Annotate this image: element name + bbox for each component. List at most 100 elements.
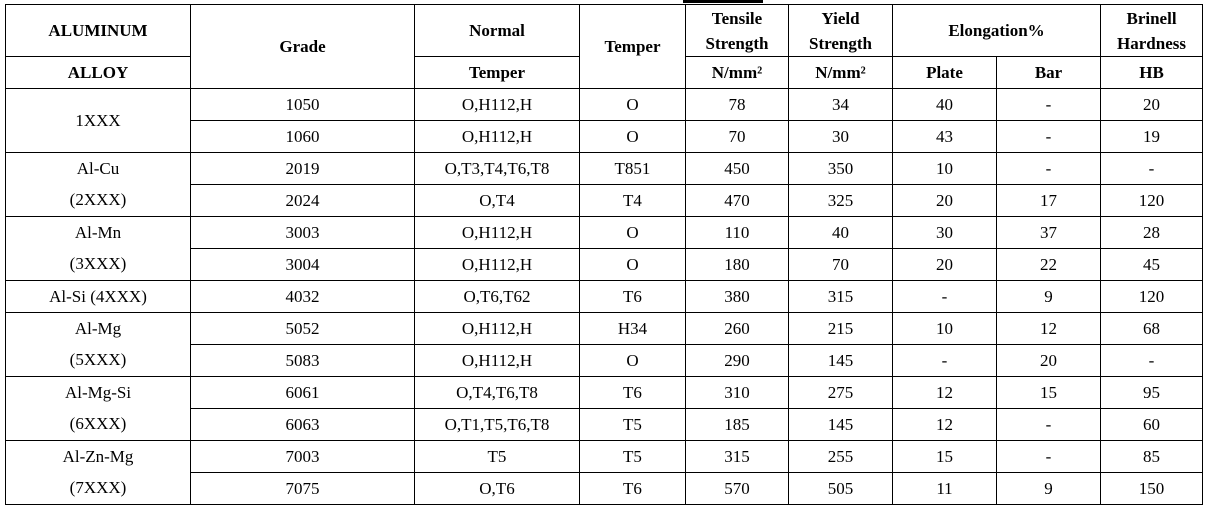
cell-hb: 20 xyxy=(1100,88,1204,121)
alloy-group-label: Al-Si (4XXX) xyxy=(5,280,191,313)
table-row: Al-Si (4XXX) 4032 O,T6,T62 T6 380 315-9 120 xyxy=(5,280,1204,313)
cell-hb: 120 xyxy=(1100,280,1204,313)
cell-yield: 325 xyxy=(788,184,893,217)
cell-tensile: 185 xyxy=(685,408,789,441)
table-row: (6XXX) 6063 O,T1,T5,T6,T8 T5 185 145 12-60 xyxy=(5,408,1204,441)
alloy-group-label: Al-Mg-Si xyxy=(5,376,191,409)
cell-plate: 43 xyxy=(892,120,997,153)
alloy-group-label: Al-Mg xyxy=(5,312,191,345)
cell-plate: 11 xyxy=(892,472,997,505)
cell-tensile: 290 xyxy=(685,344,789,377)
header-tensile-unit: N/mm² xyxy=(685,56,789,89)
cell-yield: 70 xyxy=(788,248,893,281)
alloy-group-series: (2XXX) xyxy=(5,184,191,217)
cell-temper: H34 xyxy=(579,312,686,345)
table-row: (7XXX) 7075 O,T6 T6 570 505 11 9 150 xyxy=(5,472,1204,505)
cell-bar: - xyxy=(995,152,1102,185)
cell-grade: 6063 xyxy=(190,408,415,441)
cell-hb: 95 xyxy=(1100,376,1204,409)
alloy-group-label: Al-Cu xyxy=(5,152,191,185)
cell-yield: 315 xyxy=(788,280,893,313)
cell-bar: 37 xyxy=(995,216,1102,249)
cell-yield: 255 xyxy=(788,440,893,473)
cell-hb: 68 xyxy=(1100,312,1204,345)
header-yield-line1: Yield xyxy=(821,8,860,28)
cell-hb: - xyxy=(1100,152,1204,185)
cell-grade: 1060 xyxy=(190,120,415,153)
alloy-properties-table: ALUMINUM Grade Normal Temper Tensile Str… xyxy=(5,4,1204,505)
cell-normal: O,T4,T6,T8 xyxy=(414,376,580,409)
cell-normal: O,H112,H xyxy=(414,216,580,249)
cell-grade: 3003 xyxy=(190,216,415,249)
cell-bar: 17 xyxy=(995,184,1102,217)
cell-temper: T4 xyxy=(579,184,686,217)
header-alloy-bottom: ALLOY xyxy=(5,56,191,89)
cell-yield: 145 xyxy=(788,344,893,377)
header-brinell: Brinell Hardness xyxy=(1100,4,1204,57)
cell-temper: O xyxy=(579,88,686,121)
cell-temper: T6 xyxy=(579,280,686,313)
cell-bar: - xyxy=(995,408,1102,441)
cell-normal: O,H112,H xyxy=(414,312,580,345)
cell-plate: - xyxy=(892,344,997,377)
table-row: Al-Cu 2019 O,T3,T4,T6,T8 T851 450 350 10- - xyxy=(5,152,1204,185)
cell-normal: O,H112,H xyxy=(414,88,580,121)
table-row: (2XXX) 2024 O,T4 T4 470 325 20 17 120 xyxy=(5,184,1204,217)
cell-tensile: 180 xyxy=(685,248,789,281)
header-tensile-line1: Tensile xyxy=(711,8,763,28)
cell-yield: 505 xyxy=(788,472,893,505)
cell-plate: 10 xyxy=(892,312,997,345)
cell-plate: 20 xyxy=(892,248,997,281)
cell-hb: 85 xyxy=(1100,440,1204,473)
cell-bar: 9 xyxy=(995,472,1102,505)
alloy-group-series: (5XXX) xyxy=(5,344,191,377)
cell-grade: 3004 xyxy=(190,248,415,281)
cell-plate: 40 xyxy=(892,88,997,121)
table-row: 1XXX 1050 O,H112,H O 78 34 40-20 xyxy=(5,88,1204,153)
cell-grade: 6061 xyxy=(190,376,415,409)
cell-normal: O,H112,H xyxy=(414,248,580,281)
cell-temper: T5 xyxy=(579,440,686,473)
alloy-group-label: Al-Mn xyxy=(5,216,191,249)
header-yield-line2: Strength xyxy=(809,33,872,53)
cell-plate: 15 xyxy=(892,440,997,473)
alloy-group-series: (6XXX) xyxy=(5,408,191,441)
alloy-properties-table-wrapper: ALUMINUM Grade Normal Temper Tensile Str… xyxy=(5,4,1204,505)
cell-yield: 215 xyxy=(788,312,893,345)
header-bar: Bar xyxy=(995,56,1102,89)
table-row: (3XXX) 3004 O,H112,H O 180 70 20 22 45 xyxy=(5,248,1204,281)
cell-normal: O,T4 xyxy=(414,184,580,217)
header-elongation: Elongation% xyxy=(891,4,1102,57)
cell-temper: O xyxy=(579,344,686,377)
cell-yield: 40 xyxy=(788,216,893,249)
alloy-group-label: 1XXX xyxy=(5,88,191,153)
table-row: Al-Zn-Mg 7003 T5 T5 315 255 15-85 xyxy=(5,440,1204,473)
cell-hb: 150 xyxy=(1100,472,1204,505)
cell-temper: T851 xyxy=(579,152,686,185)
header-normal-bottom: Temper xyxy=(414,56,580,89)
cell-normal: T5 xyxy=(414,440,580,473)
alloy-group-series: (7XXX) xyxy=(5,472,191,505)
cell-bar: 15 xyxy=(995,376,1102,409)
table-row: Al-Mn 3003 O,H112,H O 110 40 30 37 28 xyxy=(5,216,1204,249)
header-brinell-line1: Brinell xyxy=(1126,8,1177,28)
cell-hb: 45 xyxy=(1100,248,1204,281)
cell-bar: - xyxy=(995,88,1102,121)
cell-tensile: 380 xyxy=(685,280,789,313)
cell-plate: 20 xyxy=(892,184,997,217)
cell-plate: 10 xyxy=(892,152,997,185)
cell-temper: O xyxy=(579,120,686,153)
cell-yield: 275 xyxy=(788,376,893,409)
cell-bar: 20 xyxy=(995,344,1102,377)
cell-bar: - xyxy=(995,440,1102,473)
cell-bar: 22 xyxy=(995,248,1102,281)
cell-tensile: 310 xyxy=(685,376,789,409)
cell-grade: 2024 xyxy=(190,184,415,217)
cell-tensile: 260 xyxy=(685,312,789,345)
cell-grade: 7003 xyxy=(190,440,415,473)
header-normal-top: Normal xyxy=(414,4,580,57)
alloy-group-label: Al-Zn-Mg xyxy=(5,440,191,473)
cell-bar: - xyxy=(995,120,1102,153)
cell-tensile: 470 xyxy=(685,184,789,217)
table-row: (5XXX) 5083 O,H112,H O 290 145-20- xyxy=(5,344,1204,377)
